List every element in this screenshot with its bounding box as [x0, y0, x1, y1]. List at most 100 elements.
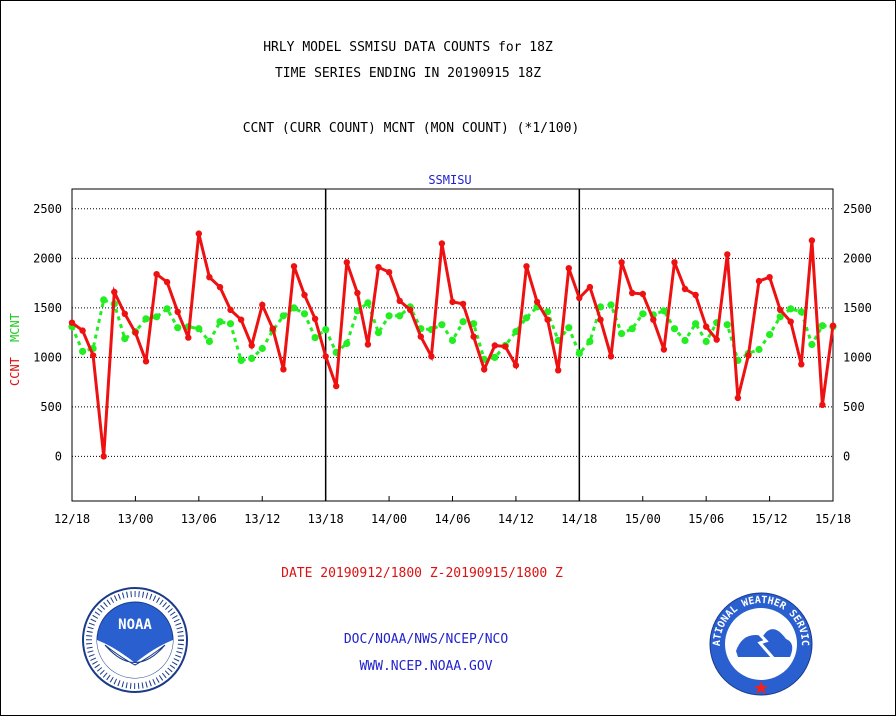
nws-logo[interactable]: NATIONAL WEATHER SERVICE	[708, 591, 814, 697]
point-ccnt	[375, 264, 382, 271]
point-mcnt	[565, 324, 573, 332]
point-ccnt	[808, 237, 816, 244]
y-tick-label-left: 0	[55, 449, 62, 463]
point-ccnt	[195, 230, 202, 237]
x-tick-label: 15/00	[625, 512, 661, 526]
point-ccnt	[354, 289, 361, 297]
point-mcnt	[396, 312, 404, 320]
point-mcnt	[459, 318, 467, 326]
grid-layer	[72, 208, 833, 457]
point-ccnt	[650, 316, 657, 323]
point-ccnt	[311, 315, 319, 322]
point-mcnt	[586, 337, 594, 346]
point-mcnt	[322, 326, 330, 334]
point-mcnt	[681, 336, 689, 345]
point-ccnt	[301, 291, 308, 299]
point-mcnt	[121, 335, 129, 343]
point-ccnt	[639, 290, 646, 298]
point-ccnt	[428, 353, 435, 360]
point-ccnt	[174, 308, 181, 315]
point-mcnt	[248, 354, 256, 362]
point-ccnt	[111, 288, 118, 296]
point-ccnt	[153, 271, 160, 278]
point-ccnt	[269, 325, 276, 332]
point-ccnt	[89, 352, 97, 359]
point-ccnt	[206, 274, 213, 281]
y-axis-label-mcnt: MCNT	[8, 313, 22, 342]
point-ccnt	[629, 289, 636, 297]
point-ccnt	[819, 401, 826, 409]
y-tick-label-left: 500	[40, 400, 62, 414]
point-ccnt	[681, 285, 689, 293]
point-mcnt	[311, 334, 319, 342]
point-mcnt	[385, 312, 393, 320]
x-tick-label: 14/18	[561, 512, 597, 526]
point-mcnt	[163, 305, 171, 313]
point-ccnt	[555, 367, 562, 374]
x-tick-label: 13/12	[244, 512, 280, 526]
point-mcnt	[702, 337, 710, 346]
point-ccnt	[724, 251, 731, 258]
point-ccnt	[459, 300, 467, 308]
point-ccnt	[565, 265, 572, 272]
x-tick-label: 12/18	[54, 512, 90, 526]
y-tick-label-left: 2500	[33, 202, 62, 216]
y-tick-label-right: 1000	[843, 350, 872, 364]
point-mcnt	[723, 321, 731, 329]
point-ccnt	[417, 333, 424, 340]
point-mcnt	[818, 322, 827, 330]
point-mcnt	[237, 356, 245, 364]
point-ccnt	[734, 394, 742, 402]
point-mcnt	[808, 340, 816, 349]
noaa-logo[interactable]: NOAA	[80, 585, 190, 695]
y-tick-label-right: 2500	[843, 202, 872, 216]
website-link[interactable]: WWW.NCEP.NOAA.GOV	[359, 659, 493, 674]
point-ccnt	[333, 382, 340, 390]
x-tick-label: 15/18	[815, 512, 851, 526]
point-ccnt	[407, 306, 414, 313]
plot-name: SSMISU	[428, 173, 471, 187]
point-mcnt	[692, 320, 700, 328]
point-ccnt	[618, 259, 625, 266]
point-mcnt	[618, 330, 626, 338]
point-mcnt	[776, 313, 784, 321]
point-mcnt	[343, 339, 351, 348]
point-mcnt	[374, 329, 383, 337]
point-mcnt	[544, 308, 552, 316]
x-tick-label: 13/18	[308, 512, 344, 526]
point-mcnt	[670, 325, 679, 333]
point-ccnt	[280, 366, 287, 373]
chart-title-line1: HRLY MODEL SSMISU DATA COUNTS for 18Z	[263, 40, 553, 55]
x-tick-label: 13/00	[117, 512, 153, 526]
day-dividers	[324, 189, 581, 501]
point-mcnt	[205, 337, 213, 346]
point-ccnt	[322, 353, 329, 360]
y-axis-label-ccnt: CCNT	[8, 357, 22, 386]
y-tick-label-right: 0	[843, 449, 850, 463]
point-mcnt	[226, 320, 235, 328]
point-ccnt	[227, 306, 234, 313]
point-ccnt	[544, 316, 551, 323]
point-mcnt	[100, 296, 108, 304]
point-ccnt	[290, 263, 298, 270]
point-mcnt	[195, 325, 203, 333]
point-ccnt	[703, 323, 710, 330]
y-tick-label-left: 1500	[33, 301, 62, 315]
chart-title-line2: TIME SERIES ENDING IN 20190915 18Z	[274, 66, 542, 81]
point-ccnt	[142, 358, 150, 365]
point-mcnt	[216, 318, 224, 326]
x-tick-label: 13/06	[181, 512, 217, 526]
y-tick-label-right: 500	[843, 400, 865, 414]
point-ccnt	[766, 274, 773, 281]
point-ccnt	[607, 353, 615, 360]
point-ccnt	[185, 334, 192, 341]
point-mcnt	[512, 328, 520, 336]
point-mcnt	[660, 307, 668, 315]
point-mcnt	[153, 313, 161, 321]
point-ccnt	[470, 333, 477, 340]
point-ccnt	[132, 329, 139, 336]
point-ccnt	[787, 318, 794, 325]
point-ccnt	[597, 316, 604, 323]
point-mcnt	[290, 304, 298, 312]
point-mcnt	[300, 310, 309, 318]
